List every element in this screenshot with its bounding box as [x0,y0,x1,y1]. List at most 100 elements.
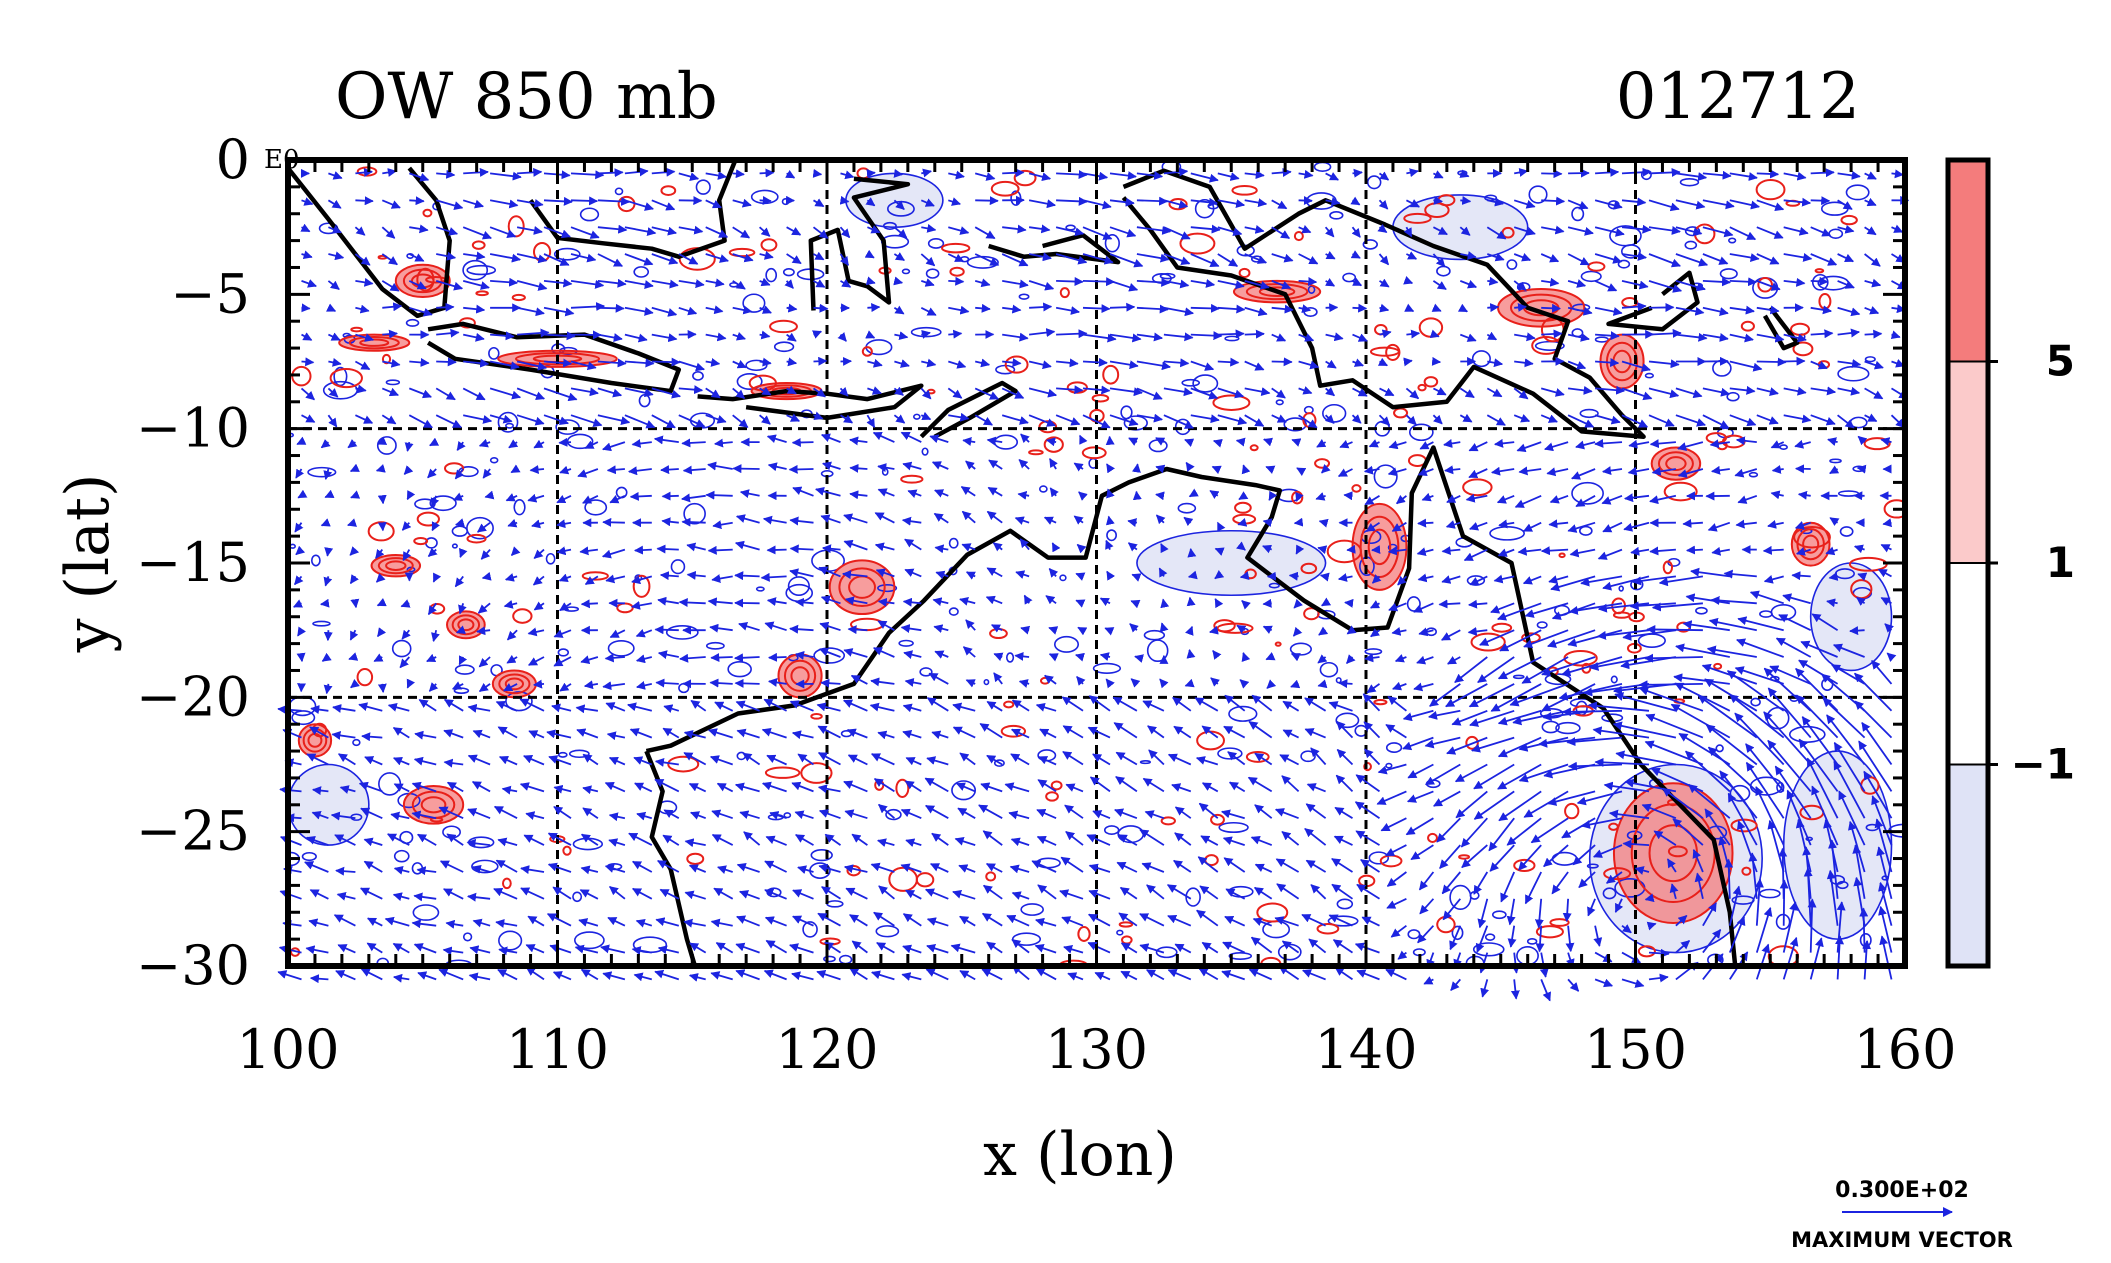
x-tick-label: 110 [506,1018,609,1081]
wind-vector [766,545,787,555]
negative-contour [1103,825,1120,835]
negative-contour [391,639,412,658]
coastline-segment [697,383,924,421]
coastline-segment [1762,306,1800,351]
wind-vector [1540,979,1551,1002]
wind-vector [1756,357,1787,367]
wind-vector [1198,967,1219,981]
positive-contour [800,762,833,784]
positive-contour [1802,534,1820,554]
positive-contour [1245,283,1309,301]
colorbar-segment [1947,763,1989,967]
positive-contour [1564,802,1580,820]
negative-contour [765,267,778,283]
negative-contour [1506,259,1518,270]
positive-contour [1160,816,1176,826]
wind-vector [602,971,626,981]
positive-contour [1662,560,1674,575]
wind-vector [788,464,814,474]
wind-vector [1648,973,1669,983]
positive-contour [1403,212,1432,224]
wind-vector [1190,303,1220,313]
negative-contour [1327,915,1359,927]
negative-contour [898,639,914,647]
positive-contour [1741,866,1752,876]
wind-vector [323,630,333,642]
positive-contour [1059,287,1070,299]
positive-contour [1535,925,1564,939]
wind-vector [489,171,522,181]
negative-contour [823,955,836,963]
y-tick-label: −25 [136,800,250,863]
wind-vector [656,544,679,554]
wind-vector [734,571,760,581]
negative-contour [1800,527,1813,535]
negative-contour [633,266,650,278]
positive-contour [1050,780,1063,791]
negative-contour [310,554,321,567]
positive-contour [475,290,489,297]
wind-vector [1190,172,1219,183]
wind-vector [1385,968,1407,981]
negative-contour [1224,335,1240,342]
positive-contour [949,266,965,277]
wind-vector [624,167,649,177]
wind-vector [1541,303,1561,313]
negative-contour [1116,929,1124,936]
wind-vector [901,972,922,981]
wind-vector [1221,969,1245,981]
positive-contour [1369,346,1400,357]
wind-vector [1244,329,1265,339]
negative-contour [462,932,473,942]
negative-contour [505,422,514,429]
wind-vector [417,971,437,981]
positive-contour [900,474,924,484]
wind-vector [377,494,387,505]
wind-vector [1567,978,1580,992]
positive-contour [1667,845,1688,858]
wind-vector [1686,545,1703,555]
wind-vector [705,171,727,180]
negative-contour [1385,742,1403,754]
wind-vector [1217,329,1245,339]
wind-vector [1035,967,1057,981]
positive-contour [498,673,531,695]
positive-contour [764,766,801,779]
positive-contour [359,338,390,347]
negative-contour [1829,458,1842,464]
wind-vector [525,966,545,981]
negative-contour [1228,705,1258,722]
wind-vector [1056,170,1088,179]
negative-contour [333,366,348,387]
negative-contour [488,346,500,360]
wind-vector [789,544,814,554]
negative-contour [1845,184,1870,201]
negative-contour [1829,874,1846,885]
wind-vector [1352,168,1363,178]
negative-contour [1864,356,1876,363]
wind-vector [867,303,881,313]
x-tick-label: 120 [775,1018,878,1081]
positive-contour [1373,699,1388,706]
wind-vector [735,969,760,981]
wind-vector [681,517,706,527]
wind-vector [1288,571,1299,581]
positive-contour [1102,364,1120,385]
negative-contour [1618,585,1624,592]
positive-contour [1587,261,1606,272]
negative-contour [545,552,556,565]
chart-title: OW 850 mb [335,60,718,134]
negative-contour [1336,898,1354,910]
wind-vector [1343,491,1353,501]
wind-vector [1298,277,1318,287]
positive-contour [1232,279,1322,304]
wind-vector [1541,329,1563,339]
wind-vector [1214,547,1225,556]
y-tick-label: 0 [216,128,250,191]
negative-contour [352,738,361,747]
positive-contour [1713,662,1723,670]
positive-contour [1256,902,1289,923]
positive-contour [1326,539,1362,564]
wind-vector [1487,303,1500,313]
